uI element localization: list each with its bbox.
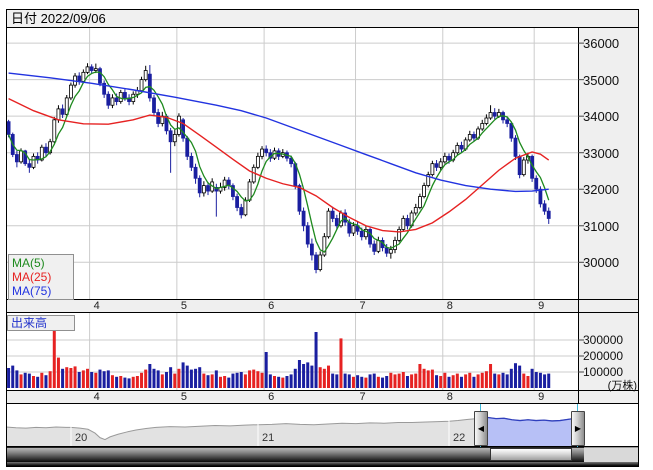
legend-ma75: MA(75) [12, 284, 52, 298]
navigator-left-handle[interactable]: ◀ [474, 411, 488, 446]
month-label-volume: 5 [180, 391, 187, 403]
legend-ma5: MA(5) [12, 256, 45, 270]
month-label-volume: 8 [446, 391, 453, 403]
month-label-volume: 7 [359, 391, 366, 403]
price-axis-label: 33000 [583, 145, 620, 161]
ma-legend: MA(5) MA(25) MA(75) [8, 254, 74, 300]
year-label: 22 [453, 432, 466, 444]
volume-axis-label: 200000 [583, 349, 624, 363]
bottom-border-band [6, 462, 639, 467]
price-axis-label: 36000 [583, 36, 620, 52]
navigator[interactable] [6, 404, 639, 447]
price-axis-label: 34000 [583, 109, 620, 125]
volume-axis-label: 100000 [583, 365, 624, 379]
month-label-price: 4 [93, 300, 100, 312]
price-axis [578, 28, 639, 299]
scroll-left-icon: ◀ [477, 424, 485, 433]
scrollbar-thumb[interactable] [490, 448, 572, 461]
month-label-volume: 4 [93, 391, 100, 403]
scrollbar-right-gutter [584, 447, 639, 462]
price-axis-label: 30000 [583, 255, 620, 271]
navigator-right-handle[interactable]: ▶ [571, 411, 585, 446]
month-label-price: 9 [538, 300, 545, 312]
volume-panel-label: 出来高 [7, 315, 75, 331]
price-chart-area[interactable] [6, 28, 578, 299]
scroll-right-icon: ▶ [574, 424, 582, 433]
volume-chart-area[interactable] [6, 313, 578, 390]
month-label-volume: 9 [538, 391, 545, 403]
month-label-price: 8 [446, 300, 453, 312]
price-axis-label: 35000 [583, 72, 620, 88]
volume-axis [578, 313, 639, 390]
volume-unit-label: (万株) [607, 380, 637, 392]
month-axis-volume [6, 390, 639, 404]
month-label-price: 7 [359, 300, 366, 312]
volume-axis-label: 300000 [583, 333, 624, 347]
year-label: 21 [262, 432, 275, 444]
month-label-price: 5 [180, 300, 187, 312]
scrollbar-track[interactable] [6, 447, 584, 462]
legend-ma25: MA(25) [12, 270, 52, 284]
plot-axis-divider [578, 28, 579, 404]
date-readout: 日付 2022/09/06 [11, 11, 106, 26]
month-label-price: 6 [268, 300, 275, 312]
year-label: 20 [75, 432, 88, 444]
month-axis-price [6, 299, 639, 313]
month-label-volume: 6 [268, 391, 275, 403]
title-bar: 日付 2022/09/06 [6, 9, 639, 28]
price-axis-label: 32000 [583, 182, 620, 198]
price-axis-label: 31000 [583, 218, 620, 234]
